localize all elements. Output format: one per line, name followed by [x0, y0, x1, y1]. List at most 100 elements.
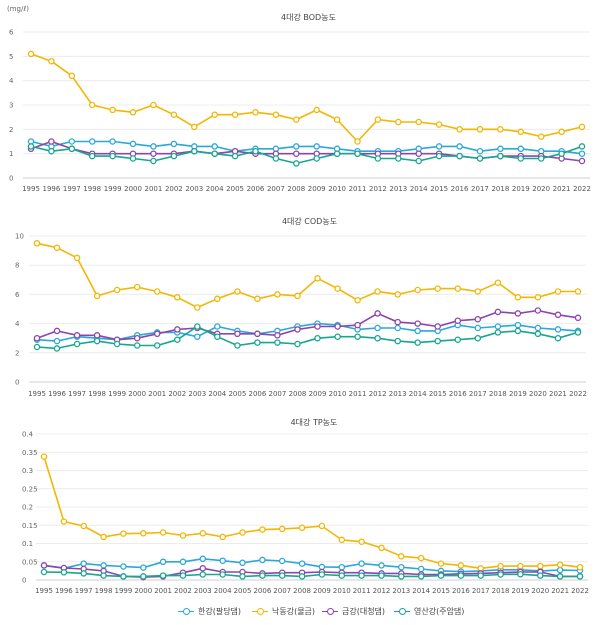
x-tick-label: 1997 [75, 587, 93, 595]
data-point [318, 563, 326, 571]
data-point [537, 562, 544, 570]
data-point [191, 147, 198, 155]
data-point [214, 333, 221, 340]
x-tick-label: 2013 [389, 390, 407, 398]
x-tick-label: 2010 [333, 587, 351, 595]
data-point [415, 157, 422, 165]
x-tick-label: 2000 [128, 390, 146, 398]
data-point [354, 138, 361, 145]
data-point [534, 330, 542, 338]
data-point [534, 324, 542, 332]
data-point [88, 138, 96, 145]
data-point [338, 536, 346, 544]
y-tick-label: 1 [9, 150, 13, 158]
data-point [68, 145, 76, 153]
series-line [30, 145, 583, 165]
x-tick-label: 1999 [108, 390, 126, 398]
data-point [48, 147, 55, 155]
y-tick-label: 0.25 [22, 485, 38, 493]
x-tick-label: 2002 [165, 185, 183, 193]
data-point [534, 307, 542, 314]
data-point [93, 337, 101, 345]
data-point [414, 286, 421, 294]
x-tick-label: 2005 [234, 587, 252, 595]
x-tick-label: 2012 [373, 587, 391, 595]
x-tick-label: 2016 [451, 185, 469, 193]
data-point [314, 334, 321, 342]
data-point [40, 562, 48, 569]
x-tick-label: 2013 [389, 185, 407, 193]
y-tick-label: 6 [15, 291, 20, 299]
data-point [298, 524, 306, 532]
legend-item-nakdong-river[interactable]: 낙동강(물금) [252, 604, 315, 618]
legend-label: 한강(팔당댐) [198, 606, 242, 616]
data-point [80, 570, 87, 577]
data-point [576, 563, 584, 571]
x-tick-label: 2007 [273, 587, 291, 595]
data-point [378, 572, 385, 579]
data-point [477, 565, 484, 572]
data-point [159, 558, 167, 566]
data-point [199, 555, 207, 563]
data-point [120, 573, 127, 580]
data-point [88, 152, 96, 160]
x-tick-label: 1995 [35, 587, 53, 595]
y-tick-label: 0.4 [22, 431, 34, 439]
data-point [170, 140, 178, 148]
series-3 [33, 307, 582, 343]
data-point [417, 573, 425, 580]
data-point [554, 311, 562, 319]
data-point [358, 572, 365, 579]
series-line [43, 456, 581, 570]
data-point [333, 150, 341, 157]
data-point [494, 279, 502, 286]
legend-item-yeongsan-river[interactable]: 영산강(주암댐) [394, 604, 464, 618]
data-point [140, 530, 147, 537]
legend-swatch-icon [252, 607, 268, 615]
data-point [113, 340, 121, 348]
data-point [159, 529, 167, 536]
data-point [109, 138, 116, 145]
data-point [272, 111, 280, 118]
x-tick-label: 2005 [228, 390, 246, 398]
data-point [53, 345, 61, 352]
data-point [174, 294, 181, 301]
data-point [27, 143, 35, 150]
data-point [259, 556, 266, 564]
data-point [313, 143, 320, 150]
x-tick-label: 2020 [529, 390, 547, 398]
legend: 한강(팔당댐) 낙동강(물금) 금강(대청댐) 영산강(주암댐) [0, 600, 600, 622]
x-tick-label: 2017 [469, 390, 487, 398]
data-point [211, 143, 218, 150]
x-tick-label: 2006 [248, 390, 266, 398]
y-tick-label: 4 [9, 77, 14, 85]
data-point [534, 294, 542, 301]
data-point [80, 560, 87, 567]
data-point [293, 143, 300, 150]
data-point [395, 155, 402, 162]
x-tick-label: 2002 [168, 390, 186, 398]
y-tick-label: 6 [9, 29, 14, 37]
data-point [219, 571, 226, 578]
data-point [278, 525, 286, 533]
chart-panel-3: 4대강 TP농도 0 0.05 0.1 0.15 0.2 0.25 0.3 0.35 0.4 199… [22, 417, 589, 595]
data-point [93, 332, 101, 339]
x-tick-label: 2016 [452, 587, 470, 595]
data-point [259, 526, 266, 533]
x-tick-label: 2014 [409, 390, 427, 398]
data-point [477, 572, 484, 579]
series-4 [40, 568, 584, 580]
data-point [398, 563, 405, 571]
data-point [239, 529, 246, 536]
x-tick-label: 2000 [134, 587, 152, 595]
x-tick-label: 2006 [247, 185, 265, 193]
legend-item-geum-river[interactable]: 금강(대청댐) [322, 604, 385, 618]
x-tick-label: 2001 [154, 587, 172, 595]
data-point [578, 157, 586, 165]
x-tick-label: 2011 [349, 390, 367, 398]
legend-label: 낙동강(물금) [272, 606, 316, 616]
y-tick-label: 0 [9, 175, 13, 183]
legend-item-han-river[interactable]: 한강(팔당댐) [178, 604, 241, 618]
y-tick-label: 0 [15, 379, 19, 387]
x-tick-label: 1998 [95, 587, 113, 595]
